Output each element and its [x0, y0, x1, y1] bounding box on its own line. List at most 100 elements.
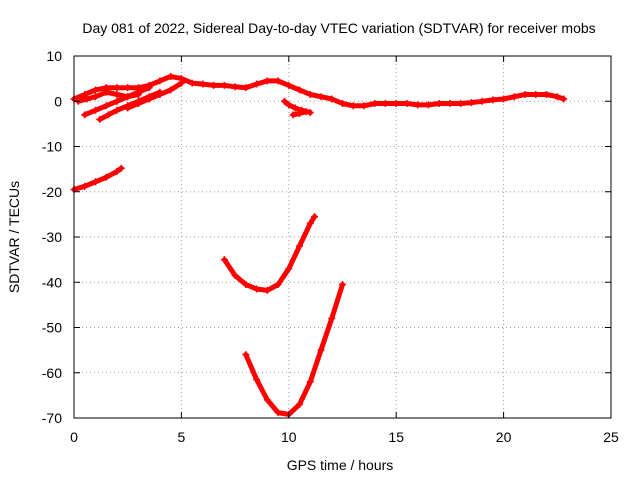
- data-point: [91, 178, 99, 186]
- data-point: [117, 164, 125, 172]
- data-point: [263, 396, 271, 404]
- y-tick-label: -40: [42, 274, 62, 290]
- data-point: [291, 104, 299, 112]
- data-point: [134, 90, 142, 98]
- data-point: [220, 256, 228, 264]
- data-point: [381, 100, 389, 108]
- x-tick-label: 25: [603, 429, 619, 445]
- data-point: [134, 100, 142, 108]
- data-point: [328, 314, 336, 322]
- data-point: [242, 281, 250, 289]
- data-point: [113, 106, 121, 114]
- data-point: [253, 376, 261, 384]
- data-point: [274, 409, 282, 417]
- data-point: [91, 93, 99, 101]
- data-point: [113, 90, 121, 98]
- data-point: [81, 111, 89, 119]
- y-axis-title: SDTVAR / TECUs: [6, 181, 22, 293]
- x-tick-label: 20: [496, 429, 512, 445]
- data-point: [317, 93, 325, 101]
- y-tick-label: -20: [42, 184, 62, 200]
- data-point: [242, 351, 250, 359]
- y-tick-label: 0: [54, 93, 62, 109]
- x-tick-label: 10: [281, 429, 297, 445]
- x-tick-label: 5: [178, 429, 186, 445]
- data-point: [210, 81, 218, 89]
- data-point: [339, 281, 346, 289]
- data-point: [435, 100, 443, 108]
- data-point: [478, 97, 486, 105]
- data-point: [199, 80, 207, 88]
- data-point: [500, 95, 508, 103]
- data-point: [253, 80, 261, 88]
- data-point: [231, 271, 239, 279]
- data-point: [414, 101, 422, 109]
- data-point: [188, 79, 196, 87]
- data-point: [220, 81, 228, 89]
- y-tick-label: -70: [42, 410, 62, 426]
- data-point: [424, 101, 432, 109]
- data-point: [296, 109, 304, 117]
- data-point: [96, 115, 104, 123]
- data-point: [285, 265, 293, 273]
- data-point: [263, 77, 271, 85]
- data-point: [274, 281, 282, 289]
- series-track-d: [74, 88, 142, 105]
- data-point: [317, 346, 325, 354]
- chart-title: Day 081 of 2022, Sidereal Day-to-day VTE…: [82, 20, 595, 36]
- data-point: [242, 84, 250, 92]
- data-series: [70, 72, 568, 418]
- data-point: [328, 95, 336, 103]
- data-point: [81, 182, 89, 190]
- y-tick-label: 10: [46, 48, 62, 64]
- series-trace: [221, 214, 318, 293]
- y-tick-label: -50: [42, 320, 62, 336]
- data-point: [296, 242, 304, 250]
- data-point: [553, 93, 561, 101]
- data-point: [177, 79, 185, 87]
- data-point: [285, 81, 293, 89]
- data-point: [274, 77, 282, 85]
- data-point: [560, 95, 568, 103]
- series-track-main: [70, 72, 568, 110]
- data-point: [102, 102, 110, 110]
- data-point: [102, 173, 110, 181]
- data-point: [543, 90, 551, 98]
- data-point: [392, 100, 400, 108]
- data-point: [81, 90, 89, 98]
- data-point: [156, 90, 164, 98]
- data-point: [510, 93, 518, 101]
- data-point: [145, 95, 153, 103]
- data-point: [467, 99, 475, 107]
- data-point: [167, 72, 175, 80]
- data-point: [167, 86, 175, 94]
- data-point: [306, 90, 314, 98]
- data-point: [231, 83, 239, 91]
- data-point: [124, 104, 132, 112]
- data-point: [306, 378, 314, 386]
- data-point: [104, 111, 112, 119]
- data-point: [102, 88, 110, 96]
- data-point: [446, 100, 454, 108]
- data-point: [124, 84, 132, 92]
- data-point: [302, 108, 310, 116]
- data-point: [296, 400, 304, 408]
- data-point: [339, 100, 346, 108]
- data-point: [489, 96, 497, 104]
- data-point: [83, 95, 91, 103]
- data-point: [349, 102, 357, 110]
- data-point: [457, 100, 465, 108]
- data-point: [124, 93, 132, 101]
- data-point: [263, 286, 271, 294]
- data-point: [281, 97, 289, 105]
- data-point: [296, 86, 304, 94]
- data-point: [113, 97, 121, 105]
- data-point: [113, 84, 121, 92]
- data-point: [91, 86, 99, 94]
- data-point: [403, 100, 411, 108]
- data-point: [285, 101, 293, 109]
- data-point: [371, 100, 379, 108]
- data-point: [253, 285, 261, 293]
